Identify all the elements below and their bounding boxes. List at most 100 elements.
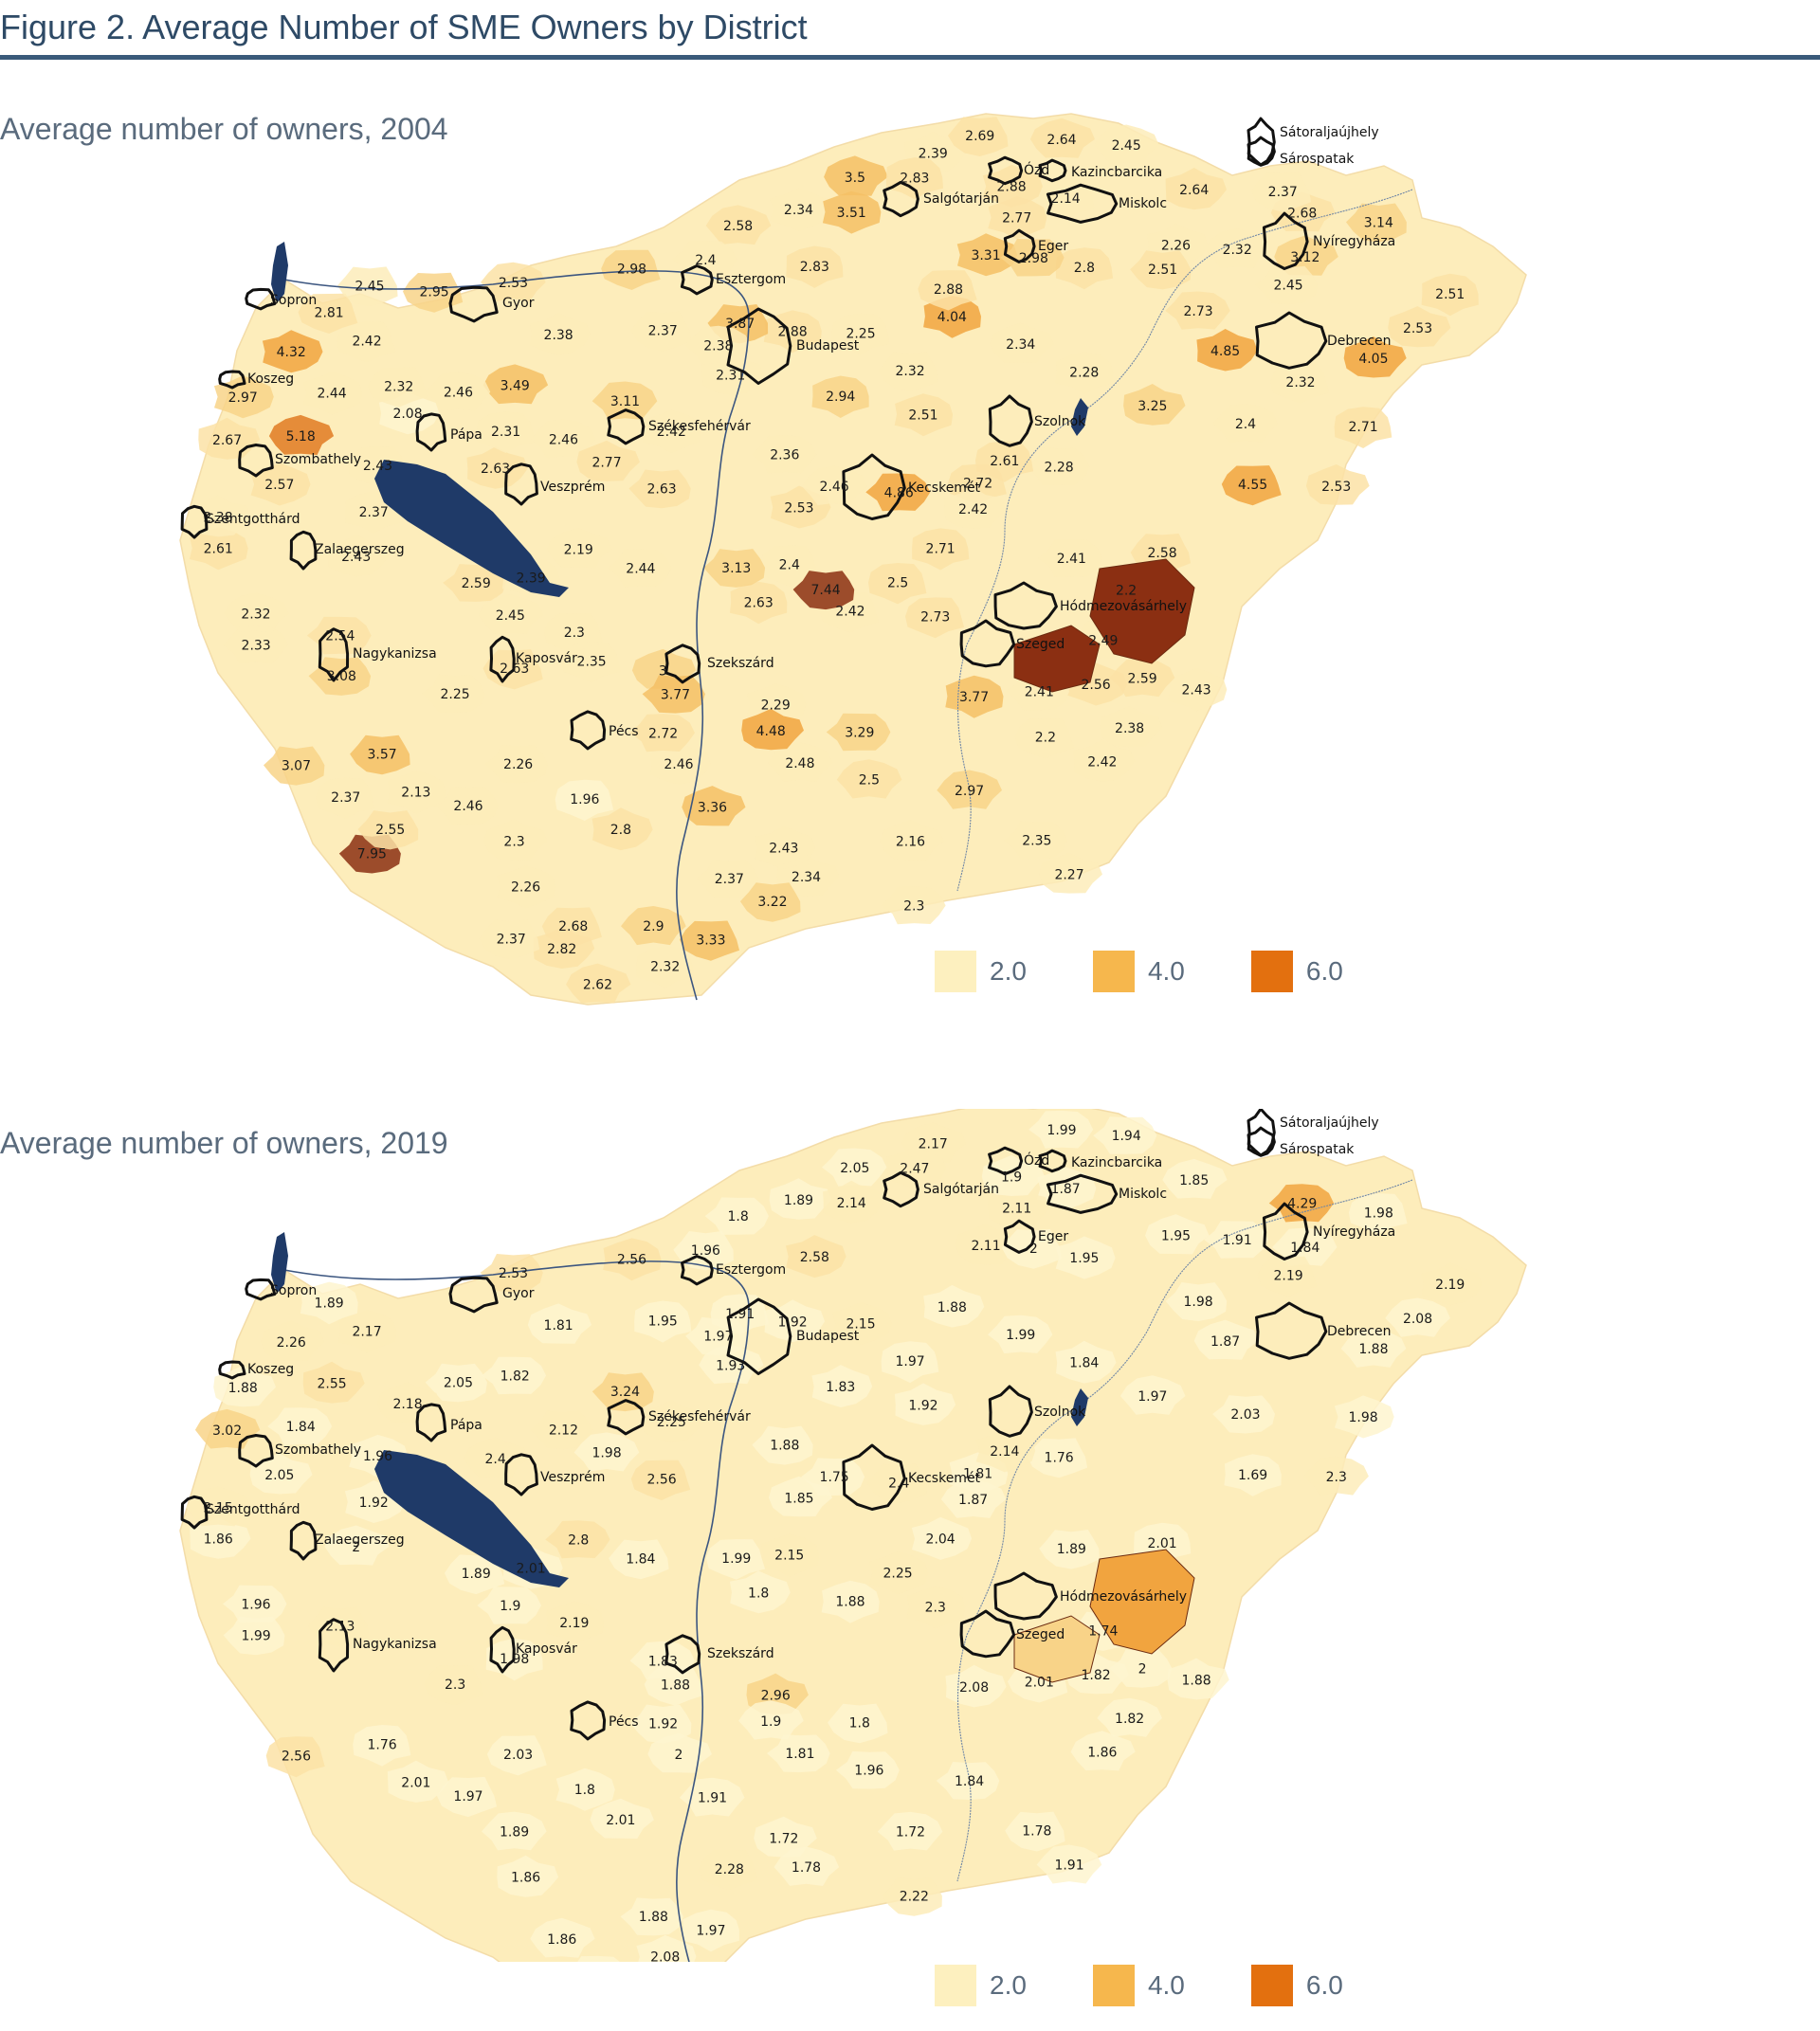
district-area — [758, 545, 819, 587]
city-label: Miskolc — [1119, 196, 1167, 211]
city-label: Szekszárd — [707, 1646, 774, 1661]
city-outline — [664, 644, 701, 684]
district-value-label: 2.11 — [1002, 1201, 1031, 1216]
city-label: Szeged — [1016, 637, 1065, 652]
city-outline — [1046, 1173, 1119, 1214]
district-area — [497, 1855, 559, 1897]
city-outline — [504, 462, 538, 506]
district-area — [1270, 363, 1330, 404]
danube-river — [283, 270, 750, 1001]
city-label: Kaposvár — [516, 1641, 577, 1657]
district-value-label: 3.31 — [971, 248, 1000, 263]
district-area — [368, 367, 428, 408]
district-area — [609, 1539, 669, 1580]
district-value-label: 1.91 — [1223, 1233, 1252, 1248]
district-area — [1257, 1256, 1318, 1297]
district-area — [529, 313, 591, 355]
district-value-label: 2.45 — [496, 608, 525, 624]
city-outline — [1262, 1202, 1309, 1260]
district-value-label: 1.89 — [462, 1567, 491, 1582]
district-value-label: 2.26 — [1161, 239, 1191, 254]
district-area — [831, 1302, 892, 1346]
district-value-label: 2.45 — [1274, 279, 1303, 294]
district-area — [1343, 336, 1407, 378]
district-area — [1014, 718, 1075, 759]
district-value-label: 7.95 — [357, 847, 387, 862]
city-outline — [988, 394, 1033, 447]
district-value-label: 3.49 — [500, 378, 530, 393]
district-area — [621, 906, 686, 946]
district-value-label: 1.88 — [228, 1381, 258, 1396]
district-value-label: 2.59 — [462, 576, 491, 591]
district-area — [894, 1383, 956, 1425]
district-map-2019: Sopron Gyor Koszeg Pápa Szombathely Veszprém S… — [179, 1109, 1527, 1962]
district-area — [1097, 1697, 1162, 1737]
district-value-label: 2.46 — [444, 386, 473, 401]
district-value-label: 1.78 — [1022, 1824, 1051, 1840]
district-value-label: 2.4 — [1235, 417, 1256, 432]
district-area — [1055, 1340, 1117, 1384]
district-value-label: 2.3 — [445, 1677, 465, 1693]
district-value-label: 2.8 — [610, 823, 631, 838]
city-label: Szolnok — [1034, 1405, 1086, 1420]
district-value-label: 2.73 — [1183, 304, 1212, 319]
city-label: Pápa — [450, 427, 482, 443]
city-label: Szombathely — [275, 1442, 361, 1458]
district-value-label: 2.98 — [1019, 251, 1048, 266]
district-value-label: 2.43 — [1182, 683, 1211, 698]
city-outline — [883, 180, 919, 218]
city-label: Veszprém — [540, 1470, 605, 1485]
district-value-label: 2.36 — [770, 447, 799, 462]
district-area — [592, 807, 653, 851]
district-area — [620, 1897, 683, 1936]
district-value-label: 1.98 — [592, 1446, 621, 1461]
district-value-label: 1.82 — [1115, 1712, 1144, 1727]
district-area — [682, 786, 746, 826]
district-area — [302, 1361, 365, 1404]
district-value-label: 1.81 — [544, 1318, 573, 1333]
city-outline — [726, 307, 792, 385]
district-value-label: 2.17 — [919, 1137, 948, 1152]
district-value-label: 2.38 — [544, 328, 573, 343]
district-area — [1421, 273, 1479, 317]
district-value-label: 3.5 — [845, 171, 865, 186]
district-value-label: 2.42 — [835, 605, 864, 620]
district-area — [497, 865, 556, 909]
city-label: Hódmezovásárhely — [1060, 1589, 1187, 1605]
city-label: Szentgotthárd — [206, 512, 300, 527]
city-outline — [993, 1571, 1058, 1621]
district-value-label: 2.57 — [264, 478, 294, 493]
district-area — [1305, 464, 1370, 505]
district-value-label: 2.32 — [896, 364, 925, 379]
district-value-label: 2.33 — [242, 638, 271, 653]
district-area — [337, 1310, 397, 1353]
district-value-label: 2.37 — [648, 324, 678, 339]
district-value-label: 2.26 — [503, 757, 533, 772]
lake-balaton — [374, 1450, 569, 1587]
district-value-label: 2.44 — [317, 387, 346, 402]
district-area — [1073, 739, 1136, 782]
district-value-label: 2.55 — [375, 823, 405, 838]
district-area — [607, 549, 672, 588]
district-area — [911, 1516, 973, 1560]
district-area — [868, 563, 927, 605]
district-area — [186, 1486, 251, 1527]
district-area — [1421, 1262, 1483, 1306]
city-label: Sátoraljaújhely — [1280, 1115, 1379, 1131]
district-area — [634, 1300, 692, 1343]
district-value-label: 2.01 — [606, 1813, 635, 1828]
legend-item-high: 6.0 — [1250, 1965, 1343, 2006]
district-value-label: 2.48 — [785, 756, 814, 771]
city-outline — [570, 710, 607, 751]
district-value-label: 2.37 — [1268, 185, 1298, 200]
district-value-label: 2.51 — [908, 408, 937, 423]
district-value-label: 2.37 — [331, 790, 360, 806]
district-value-label: 2.69 — [965, 129, 994, 144]
district-area — [577, 1955, 621, 1962]
district-area — [831, 313, 890, 355]
city-label: Szombathely — [275, 452, 361, 467]
map-group: Sopron Gyor Koszeg Pápa Szombathely Veszprém S… — [179, 113, 1527, 1006]
lake-balaton — [374, 460, 569, 597]
district-area — [685, 325, 751, 365]
district-value-label: 2.01 — [1148, 1536, 1177, 1551]
